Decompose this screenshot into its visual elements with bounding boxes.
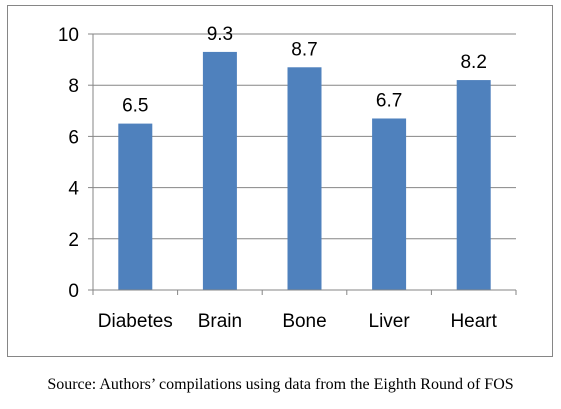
bar-chart: 0 2 4 6 8 10 6.5 Diabetes 9.3 Brain 8.7 Bone 6.7 Live…: [58, 24, 517, 332]
category-label-diabetes: Diabetes: [98, 311, 173, 332]
category-label-brain: Brain: [198, 311, 242, 332]
labels: 0 2 4 6 8 10 6.5 Diabetes 9.3 Brain 8.7 Bone 6.7 Live…: [58, 24, 498, 332]
y-tick-label-0: 0: [68, 281, 79, 302]
chart-frame: 0 2 4 6 8 10 6.5 Diabetes 9.3 Brain 8.7 Bone 6.7 Live…: [7, 5, 553, 357]
bar-bone: [287, 67, 322, 290]
y-tick-label-2: 4: [68, 179, 79, 200]
data-label-bone: 8.7: [291, 39, 317, 60]
data-label-brain: 9.3: [207, 24, 233, 45]
bar-heart: [456, 80, 491, 290]
category-label-heart: Heart: [450, 311, 497, 332]
axes: [88, 33, 517, 295]
category-label-bone: Bone: [282, 311, 326, 332]
data-label-diabetes: 6.5: [122, 96, 148, 117]
category-label-liver: Liver: [369, 311, 411, 332]
bar-brain: [202, 51, 237, 290]
bar-liver: [372, 118, 407, 290]
bars: [118, 51, 491, 290]
y-tick-label-5: 10: [58, 25, 79, 46]
y-tick-label-4: 8: [68, 76, 79, 97]
y-tick-label-3: 6: [68, 127, 79, 148]
source-note: Source: Authors’ compilations using data…: [47, 376, 514, 393]
data-label-liver: 6.7: [376, 90, 402, 111]
data-label-heart: 8.2: [460, 52, 486, 73]
bar-diabetes: [118, 123, 153, 290]
y-tick-label-1: 2: [68, 230, 79, 251]
